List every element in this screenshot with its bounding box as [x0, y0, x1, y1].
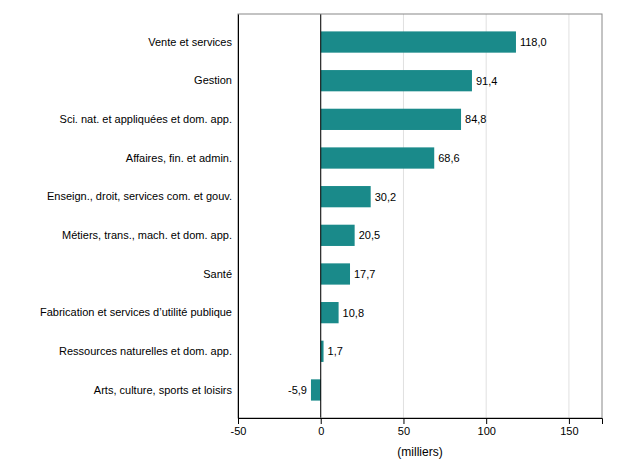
data-label: 118,0 — [520, 36, 547, 48]
data-label: 30,2 — [375, 191, 396, 203]
x-tick-label: 100 — [478, 425, 496, 437]
y-tick-label: Affaires, fin. et admin. — [126, 152, 232, 164]
data-labels: -5,9 1,7 10,8 17,7 20,5 30,2 68,6 84,8 91,4 118,0 — [288, 36, 547, 396]
y-tick-label: Fabrication et services d’utilité publiq… — [40, 306, 232, 318]
x-axis-title: (milliers) — [397, 445, 442, 459]
grid-line — [320, 14, 321, 418]
plot-frame — [238, 14, 602, 418]
y-axis-line — [238, 15, 239, 419]
x-tick-mark — [321, 418, 322, 424]
bars — [311, 31, 516, 400]
plot: -50 0 50 100 150 Arts, culture, sports et loi… — [40, 14, 603, 459]
y-tick: Affaires, fin. et admin. — [126, 152, 238, 164]
data-label: 91,4 — [476, 75, 497, 87]
bar — [321, 186, 371, 207]
x-tick-label: 0 — [318, 425, 324, 437]
y-tick-label: Enseign., droit, services com. et gouv. — [47, 190, 232, 202]
data-label: 20,5 — [359, 229, 380, 241]
grid-line — [568, 14, 569, 418]
bar — [321, 70, 472, 91]
data-label: -5,9 — [288, 384, 307, 396]
y-tick: Ressources naturelles et dom. app. — [59, 345, 238, 357]
x-tick-label: -50 — [231, 425, 247, 437]
y-tick-label: Métiers, trans., mach. et dom. app. — [62, 229, 232, 241]
x-tick: 150 — [560, 418, 578, 437]
y-tick: Fabrication et services d’utilité publiq… — [40, 306, 238, 318]
data-label: 1,7 — [328, 345, 343, 357]
bar — [321, 302, 339, 323]
x-tick-mark — [569, 418, 570, 424]
y-tick-label: Vente et services — [148, 36, 232, 48]
zero-line — [320, 14, 321, 418]
bar — [321, 263, 350, 284]
x-axis-line — [239, 419, 603, 425]
y-tick-label: Gestion — [194, 74, 232, 86]
chart: -50 0 50 100 150 Arts, culture, sports et loi… — [0, 0, 624, 466]
data-label: 84,8 — [465, 113, 486, 125]
y-tick-label: Santé — [203, 268, 232, 280]
x-tick-mark — [403, 418, 404, 424]
bar — [321, 225, 355, 246]
y-tick: Enseign., droit, services com. et gouv. — [47, 190, 238, 202]
x-tick: -50 — [231, 418, 247, 437]
data-label: 68,6 — [438, 152, 459, 164]
x-tick: 100 — [478, 418, 496, 437]
y-tick-label: Sci. nat. et appliquées et dom. app. — [60, 113, 232, 125]
grid — [238, 14, 569, 418]
bar — [311, 379, 321, 400]
data-label: 10,8 — [343, 307, 364, 319]
y-tick: Gestion — [194, 74, 238, 86]
x-tick: 50 — [398, 418, 410, 437]
x-tick-mark — [238, 418, 239, 424]
y-tick-label: Arts, culture, sports et loisirs — [94, 383, 233, 395]
data-label: 17,7 — [354, 268, 375, 280]
y-tick: Métiers, trans., mach. et dom. app. — [62, 229, 238, 241]
x-tick-label: 50 — [398, 425, 410, 437]
bar — [321, 109, 461, 130]
x-axis: -50 0 50 100 150 — [231, 418, 603, 437]
y-tick-label: Ressources naturelles et dom. app. — [59, 345, 232, 357]
bar — [321, 147, 435, 168]
x-tick: 0 — [318, 418, 324, 437]
y-axis: Arts, culture, sports et loisirs Ressourc… — [40, 15, 239, 419]
x-tick-label: 150 — [560, 425, 578, 437]
y-tick: Santé — [203, 268, 238, 280]
y-tick: Vente et services — [148, 36, 238, 48]
x-tick-mark — [486, 418, 487, 424]
y-tick: Sci. nat. et appliquées et dom. app. — [60, 113, 238, 125]
y-tick: Arts, culture, sports et loisirs — [94, 383, 238, 395]
bar — [321, 31, 516, 52]
